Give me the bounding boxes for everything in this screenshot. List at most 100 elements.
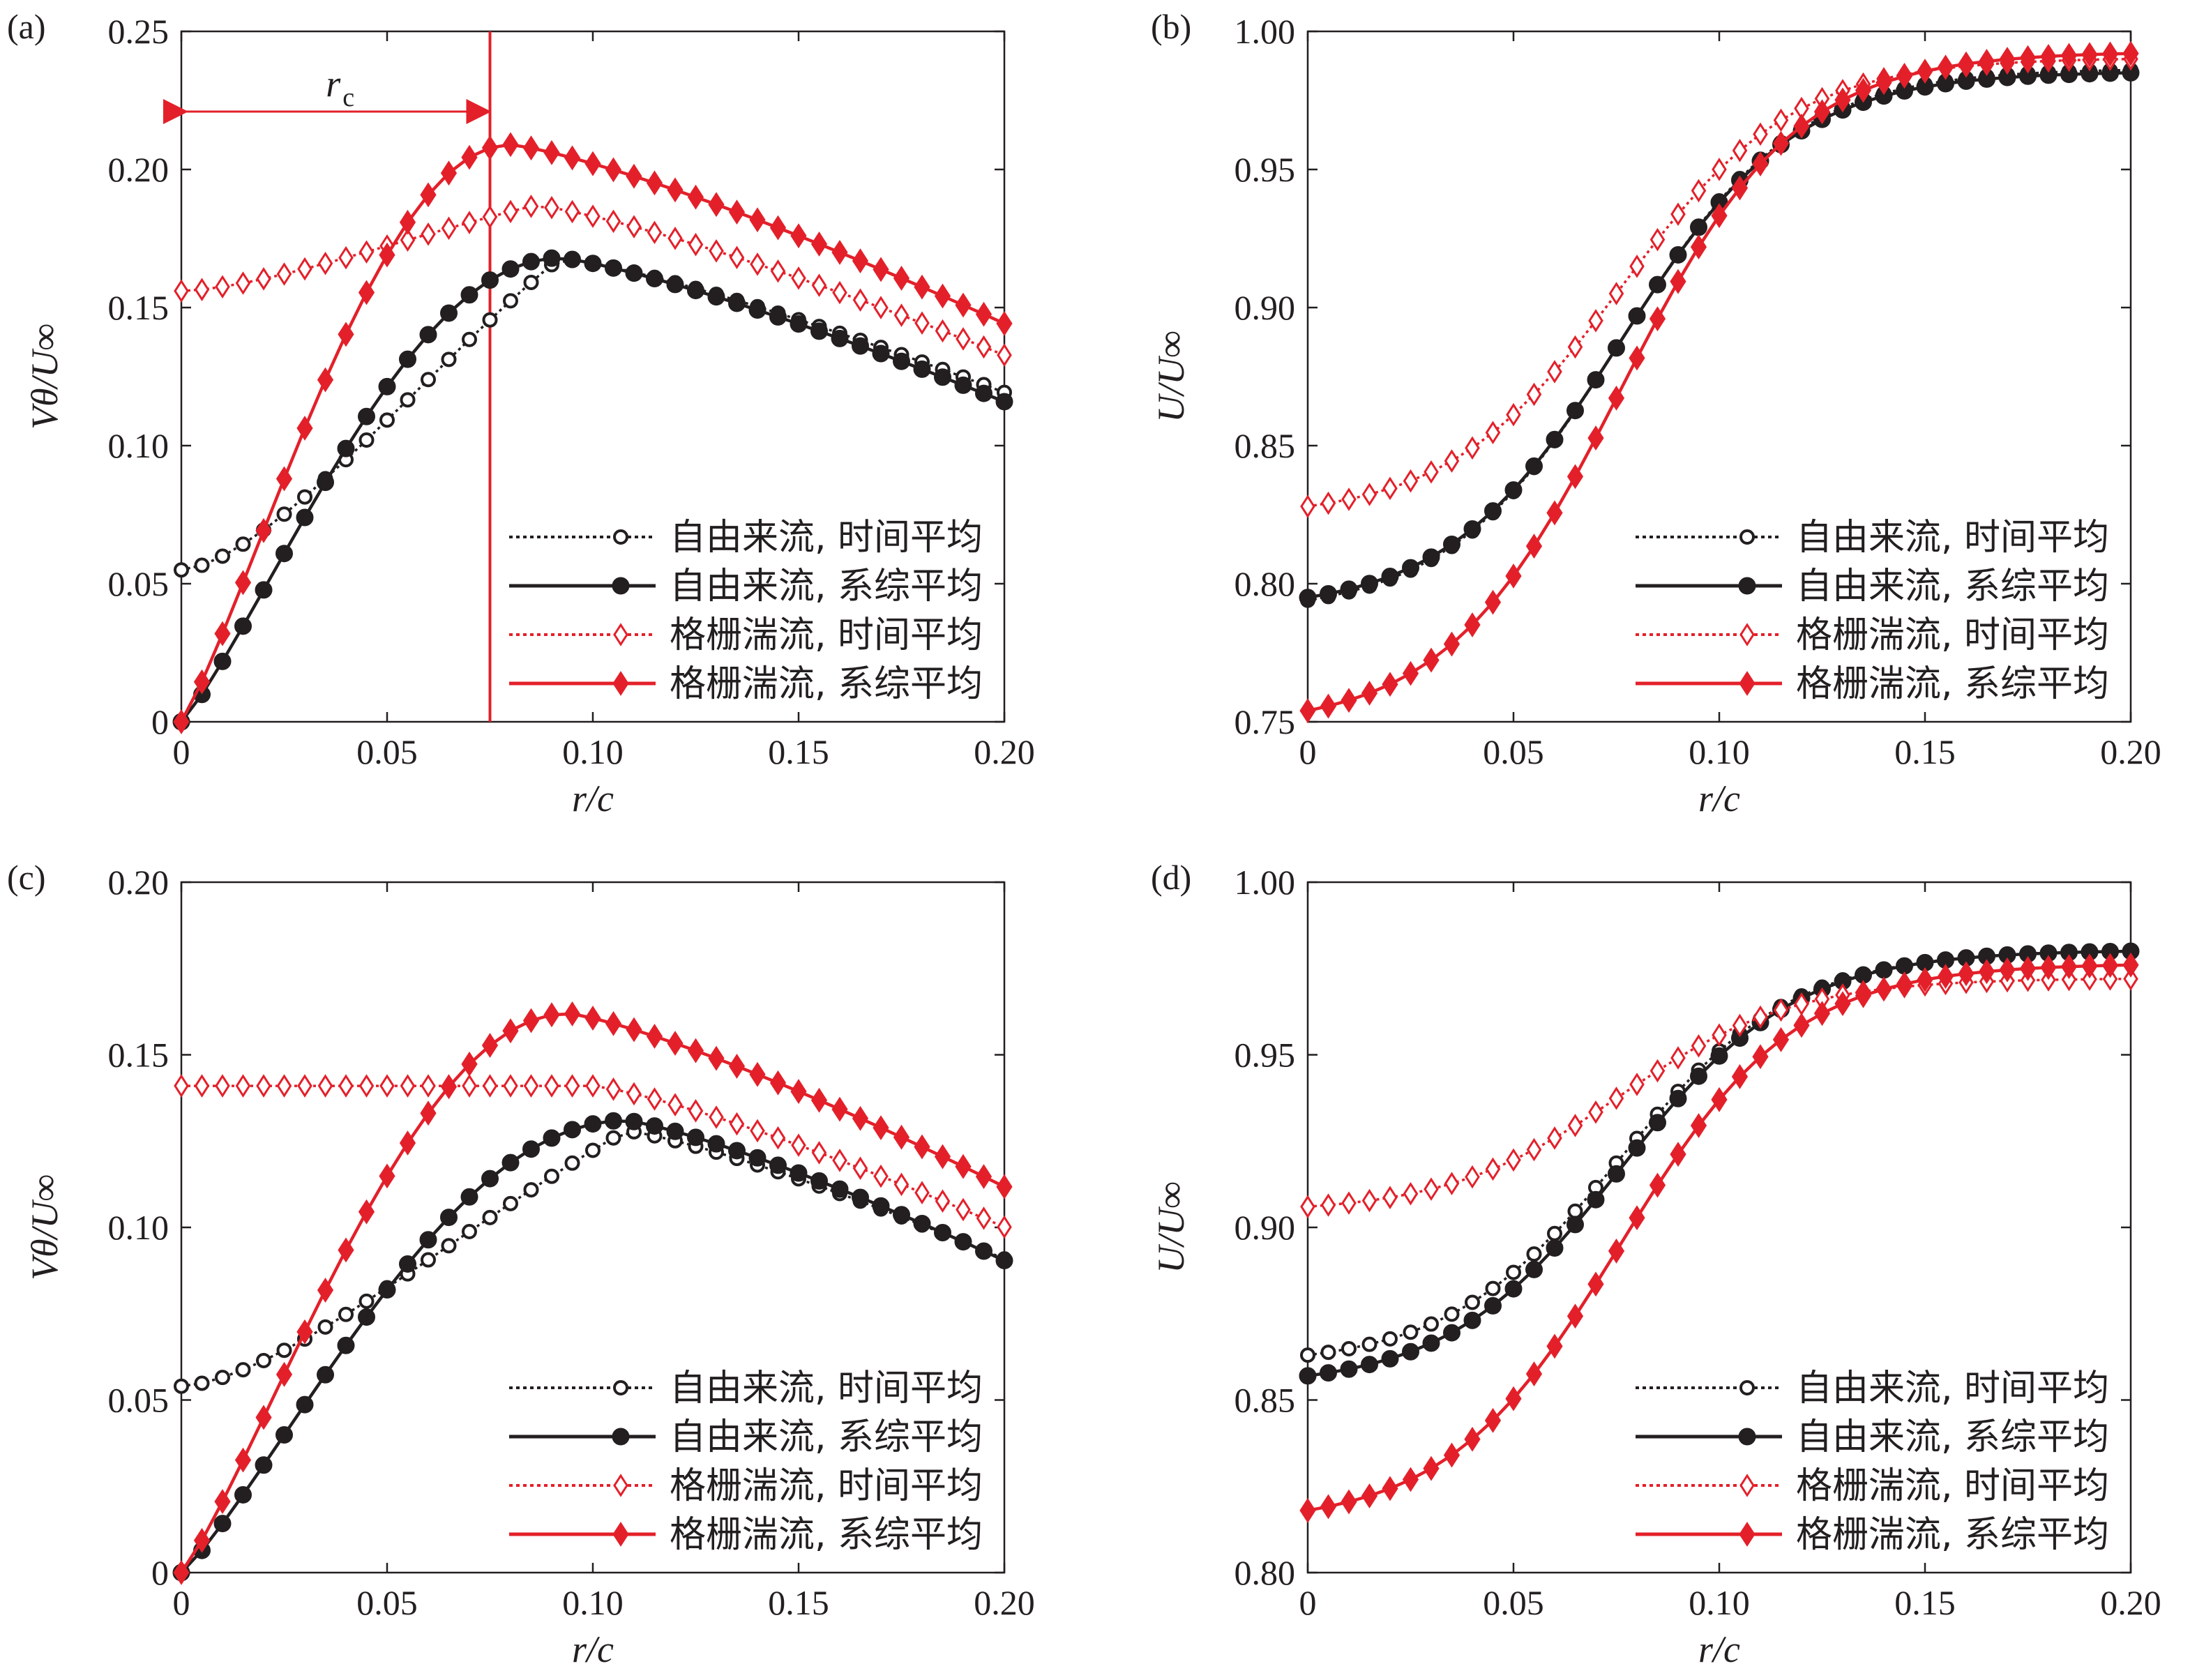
data-point (790, 315, 808, 333)
data-point (503, 1074, 518, 1098)
data-point (1608, 385, 1625, 411)
chart-panel: (a) 0 0.05 0.10 0.15 0.20 0 0.05 0.10 0.15 0.20 0.2… (7, 7, 1035, 819)
data-point (1753, 122, 1768, 146)
data-point (2122, 952, 2139, 978)
data-point (482, 205, 498, 229)
data-point (400, 228, 416, 252)
y-tick-label: 0.05 (108, 1381, 169, 1420)
data-point (193, 1527, 211, 1553)
data-point (647, 1087, 663, 1111)
y-tick-label: 0.95 (1235, 1036, 1296, 1075)
data-point (194, 1074, 210, 1098)
data-point (358, 432, 375, 448)
data-point (1484, 589, 1502, 615)
legend-entry: 自由来流, 系综平均 (1796, 1416, 2109, 1458)
data-point (1712, 1023, 1727, 1047)
legend-marker (613, 1380, 628, 1395)
data-point (975, 1164, 992, 1190)
data-point (1629, 1073, 1645, 1096)
data-point (317, 474, 334, 492)
data-point (893, 303, 909, 327)
data-point (1732, 1013, 1748, 1038)
data-point (646, 1117, 663, 1135)
data-point (709, 239, 724, 263)
data-point (1875, 70, 1892, 96)
data-point (1628, 307, 1646, 325)
y-tick-label: 0.80 (1235, 564, 1296, 603)
y-tick-label: 0.95 (1235, 150, 1296, 189)
data-point (1670, 202, 1686, 226)
data-point (687, 282, 704, 300)
data-point (276, 262, 292, 286)
x-axis-label: r/c (572, 778, 614, 819)
data-point (378, 377, 396, 395)
data-point (481, 135, 499, 160)
x-tick-label: 0.10 (1689, 732, 1750, 771)
legend-entry: 自由来流, 时间平均 (670, 517, 983, 559)
data-point (1753, 1005, 1768, 1029)
y-tick-label: 0.05 (108, 564, 169, 603)
data-point (1299, 1497, 1316, 1523)
data-point (1629, 255, 1645, 278)
legend-entry: 格栅湍流, 系综平均 (1796, 1514, 2109, 1556)
data-point (1504, 481, 1523, 499)
data-point (996, 311, 1013, 336)
data-point (255, 1405, 272, 1430)
data-point (1547, 360, 1562, 384)
data-point (1484, 1407, 1502, 1433)
data-point (934, 1223, 951, 1241)
data-point (399, 1255, 416, 1273)
rc-label: r (326, 63, 341, 105)
data-point (419, 1231, 437, 1249)
data-point (2061, 967, 2077, 992)
data-point (1525, 1361, 1543, 1386)
data-point (1566, 402, 1584, 420)
data-point (235, 536, 251, 552)
data-point (707, 1135, 725, 1153)
data-point (1485, 421, 1501, 445)
data-point (1382, 672, 1398, 697)
data-point (1711, 1087, 1728, 1112)
data-point (174, 279, 189, 303)
data-point (997, 1215, 1012, 1239)
data-point (1320, 1345, 1336, 1361)
data-point (1341, 1489, 1357, 1515)
data-point (1629, 345, 1645, 371)
data-point (1402, 660, 1419, 686)
data-point (1587, 1190, 1605, 1209)
legend-marker (1739, 1522, 1756, 1547)
data-point (1361, 681, 1378, 706)
data-point (1649, 1059, 1666, 1083)
data-point (317, 1319, 333, 1335)
data-point (421, 222, 436, 246)
data-point (276, 1342, 292, 1359)
data-point (1546, 1239, 1564, 1257)
x-tick-label: 0.20 (2100, 1583, 2161, 1622)
data-point (1649, 275, 1666, 294)
data-point (1526, 382, 1542, 407)
x-axis-label: r/c (1698, 778, 1740, 819)
data-point (1525, 457, 1543, 475)
legend-entry: 自由来流, 系综平均 (670, 566, 983, 607)
data-point (399, 1130, 416, 1156)
data-point (2082, 967, 2097, 991)
data-point (1403, 1181, 1419, 1206)
x-axis-label: r/c (572, 1628, 614, 1670)
data-point (564, 1001, 581, 1027)
data-point (194, 1375, 210, 1391)
data-point (296, 416, 313, 441)
data-point (1670, 268, 1686, 294)
data-point (688, 232, 704, 257)
data-point (1793, 113, 1810, 139)
data-point (256, 1074, 271, 1098)
data-point (378, 1281, 396, 1299)
data-point (1463, 520, 1481, 538)
legend-entry: 格栅湍流, 时间平均 (670, 614, 983, 656)
x-tick-label: 0.10 (562, 1583, 624, 1622)
data-point (173, 709, 190, 734)
data-point (1567, 1114, 1583, 1137)
data-point (1710, 1047, 1728, 1065)
series-line (1307, 950, 2131, 1356)
data-point (297, 489, 312, 505)
data-point (1424, 1177, 1439, 1201)
